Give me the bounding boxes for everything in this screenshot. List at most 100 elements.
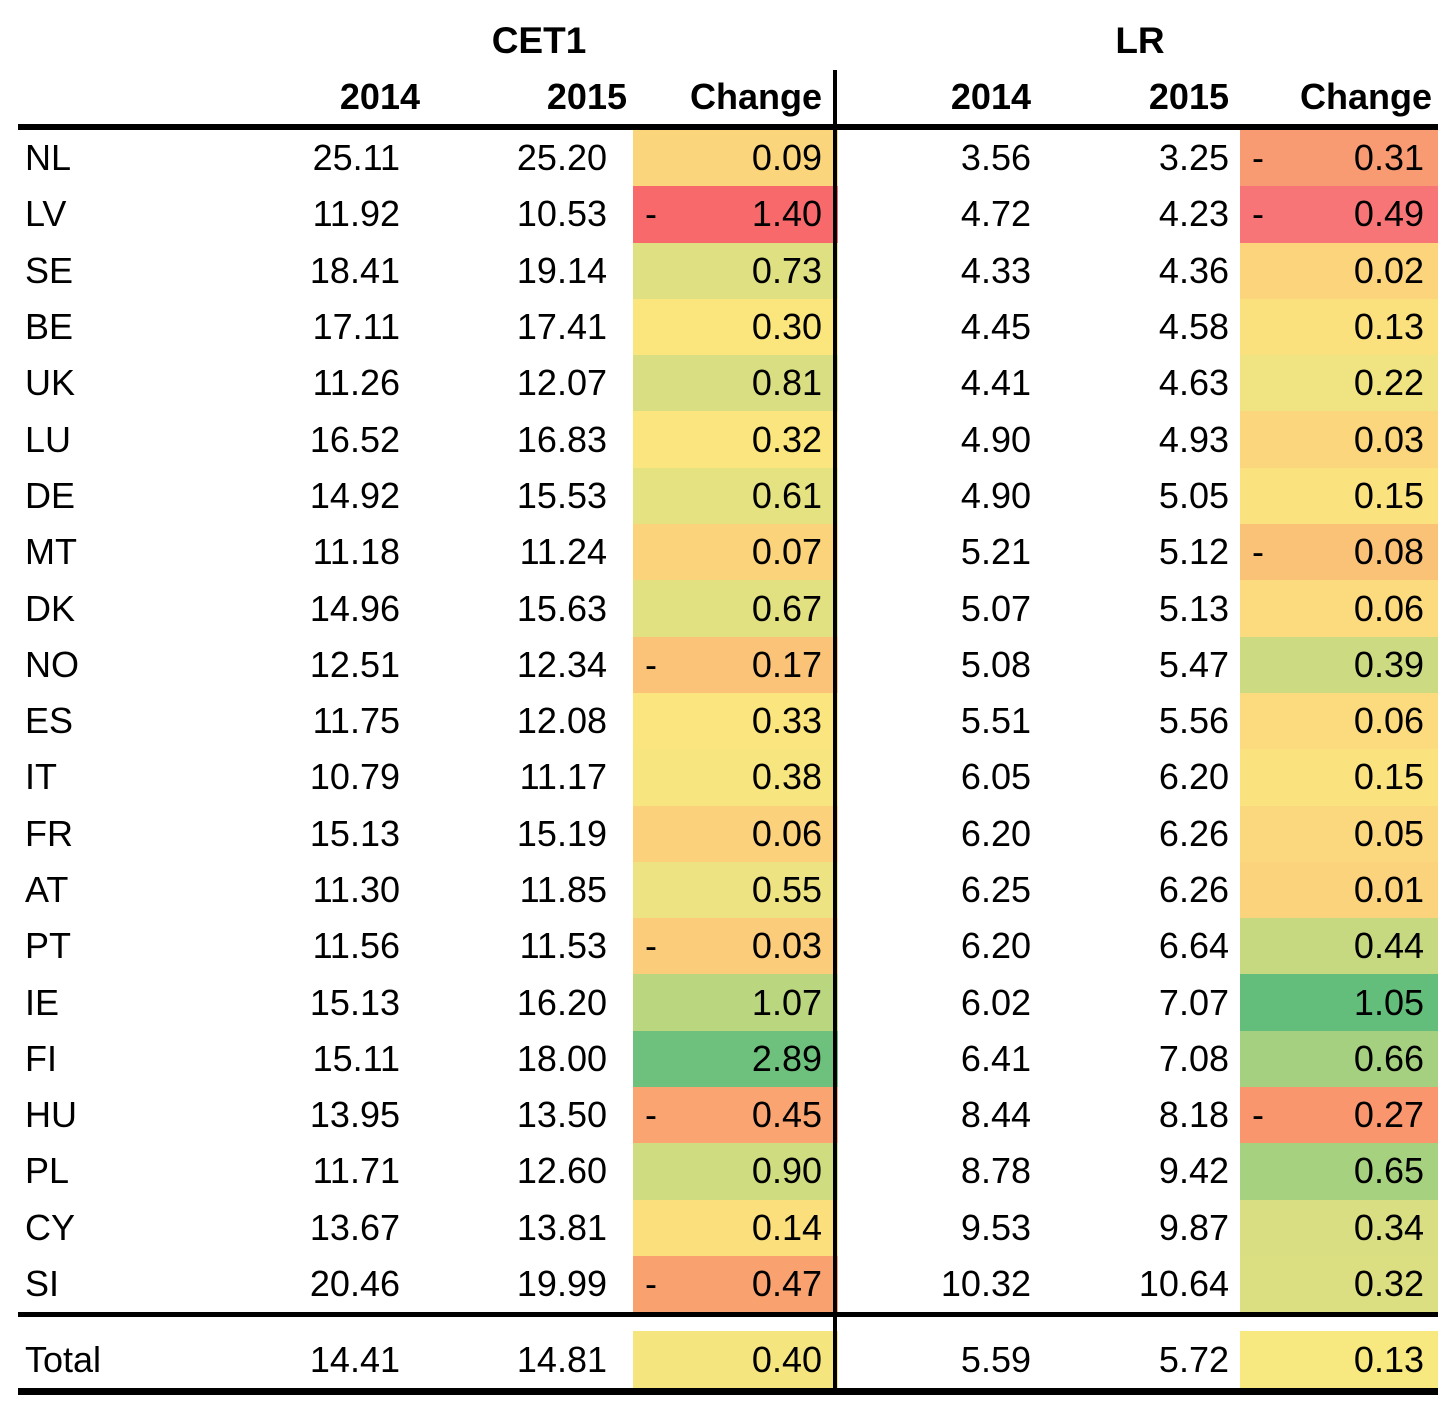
country-code: LU — [25, 418, 72, 460]
cet1-2015-value: 12.08 — [516, 700, 607, 742]
cet1-change-value: 0.40 — [751, 1338, 822, 1380]
lr-change-cell: - 0.31 — [1240, 130, 1438, 187]
header-divider-line — [18, 124, 1438, 130]
lr-change-cell: 0.15 — [1240, 749, 1438, 806]
cet1-change-cell: 0.14 — [633, 1199, 838, 1256]
cet1-2014-value: 16.52 — [309, 418, 400, 460]
cet1-change-cell: 2.89 — [633, 1030, 838, 1088]
cet1-change-cell: 0.06 — [633, 805, 838, 862]
col-header-lr-2014: 2014 — [950, 76, 1031, 117]
table-row: DK 14.96 15.63 0.67 5.07 5.13 0.06 — [18, 580, 1438, 637]
group-header-row: CET1 LR — [18, 12, 1438, 70]
lr-change-cell: 1.05 — [1240, 974, 1438, 1031]
table-row: DE 14.92 15.53 0.61 4.90 5.05 0.15 — [18, 467, 1438, 525]
cet1-2015-value: 12.34 — [516, 643, 607, 685]
lr-change-value: 0.06 — [1353, 700, 1424, 742]
cet1-2014-value: 17.11 — [312, 306, 400, 348]
country-code: DK — [25, 587, 76, 629]
table-body: NL 25.11 25.20 0.09 3.56 3.25 - 0.31 LV … — [18, 130, 1438, 1313]
country-code: FR — [25, 812, 73, 854]
cet1-2015-value: 16.83 — [516, 418, 607, 460]
cet1-change-value: 0.47 — [751, 1263, 822, 1305]
country-code: HU — [25, 1094, 77, 1136]
country-code: AT — [25, 869, 69, 910]
cet1-change-value: 0.45 — [751, 1094, 822, 1136]
cet1-change-cell: - 0.47 — [633, 1255, 838, 1313]
lr-2015-value: 6.26 — [1158, 869, 1229, 910]
cet1-change-cell: 0.33 — [633, 692, 838, 750]
cet1-2014-value: 14.92 — [309, 474, 400, 516]
lr-2014-value: 6.05 — [960, 756, 1031, 798]
col-header-cet1-2015: 2015 — [546, 76, 627, 117]
cet1-2015-value: 11.24 — [519, 531, 607, 573]
cet1-2015-value: 11.85 — [519, 869, 607, 910]
lr-change-value: 0.13 — [1353, 1338, 1424, 1380]
table-row: MT 11.18 11.24 0.07 5.21 5.12 - 0.08 — [18, 524, 1438, 581]
lr-2015-value: 4.63 — [1158, 362, 1229, 404]
lr-2014-value: 4.72 — [960, 193, 1031, 235]
cet1-2015-value: 15.53 — [516, 474, 607, 516]
lr-2015-value: 4.23 — [1158, 193, 1229, 235]
table-row: PL 11.71 12.60 0.90 8.78 9.42 0.65 — [18, 1143, 1438, 1200]
col-header-lr-change: Change — [1299, 76, 1432, 117]
col-header-lr-2015: 2015 — [1148, 76, 1229, 117]
lr-2015-value: 4.93 — [1158, 418, 1229, 460]
cet1-change-cell: 0.32 — [633, 411, 838, 468]
lr-2015-value: 5.72 — [1158, 1338, 1229, 1380]
cet1-2014-value: 15.13 — [309, 981, 400, 1023]
lr-change-cell: 0.03 — [1240, 411, 1438, 468]
lr-2015-value: 5.05 — [1158, 474, 1229, 516]
country-code: CY — [25, 1206, 76, 1248]
lr-change-cell: 0.05 — [1240, 805, 1438, 862]
lr-2014-value: 3.56 — [960, 137, 1031, 179]
lr-2014-value: 4.90 — [960, 418, 1031, 460]
col-header-cet1-change: Change — [689, 76, 822, 117]
lr-2014-value: 10.32 — [940, 1263, 1031, 1305]
cet1-change-cell: - 0.45 — [633, 1087, 838, 1144]
cet1-2015-value: 17.41 — [516, 306, 607, 348]
cet1-change-cell: - 0.03 — [633, 918, 838, 975]
cet1-change-cell: 0.61 — [633, 467, 838, 525]
cet1-2014-value: 13.95 — [309, 1094, 400, 1136]
cet1-change-value: 0.07 — [751, 531, 822, 573]
cet1-change-cell: 0.30 — [633, 298, 838, 356]
lr-change-value: 0.05 — [1353, 812, 1424, 854]
total-section: Total 14.41 14.81 0.40 5.59 5.72 0.13 — [18, 1331, 1438, 1389]
lr-2014-value: 5.59 — [960, 1338, 1031, 1380]
negative-sign: - — [1252, 1094, 1264, 1136]
table-row: LU 16.52 16.83 0.32 4.90 4.93 0.03 — [18, 411, 1438, 468]
cet1-change-value: 0.33 — [751, 700, 822, 742]
cet1-2014-value: 11.30 — [312, 869, 400, 910]
lr-change-cell: 0.13 — [1240, 1331, 1438, 1389]
lr-2014-value: 6.20 — [960, 925, 1031, 967]
country-code: NL — [25, 137, 72, 179]
cet1-change-value: 0.90 — [751, 1150, 822, 1192]
group-header-lr: LR — [1115, 20, 1165, 61]
lr-2015-value: 6.64 — [1158, 925, 1229, 967]
country-code: NO — [25, 643, 79, 685]
cet1-2015-value: 19.99 — [516, 1263, 607, 1305]
cet1-change-value: 0.61 — [751, 474, 822, 516]
table-bottom-line — [18, 1388, 1438, 1396]
cet1-2015-value: 10.53 — [516, 193, 607, 235]
lr-2014-value: 6.20 — [960, 812, 1031, 854]
negative-sign: - — [645, 643, 657, 685]
cet1-change-cell: - 0.17 — [633, 636, 838, 693]
cet1-change-cell: 0.38 — [633, 749, 838, 806]
lr-2014-value: 4.45 — [960, 306, 1031, 348]
body-bottom-line — [18, 1312, 1438, 1318]
lr-change-value: 0.27 — [1353, 1094, 1424, 1136]
lr-2015-value: 7.08 — [1158, 1037, 1229, 1079]
lr-2015-value: 10.64 — [1138, 1263, 1229, 1305]
lr-change-value: 0.65 — [1353, 1150, 1424, 1192]
lr-change-value: 0.03 — [1353, 418, 1424, 460]
lr-2014-value: 9.53 — [960, 1206, 1031, 1248]
table-row: IE 15.13 16.20 1.07 6.02 7.07 1.05 — [18, 974, 1438, 1031]
lr-change-cell: 0.06 — [1240, 692, 1438, 750]
table-row: BE 17.11 17.41 0.30 4.45 4.58 0.13 — [18, 298, 1438, 356]
cet1-change-value: 0.32 — [751, 418, 822, 460]
lr-change-value: 0.39 — [1353, 643, 1424, 685]
lr-change-cell: - 0.27 — [1240, 1087, 1438, 1144]
cet1-2015-value: 25.20 — [516, 137, 607, 179]
table-row: FR 15.13 15.19 0.06 6.20 6.26 0.05 — [18, 805, 1438, 862]
